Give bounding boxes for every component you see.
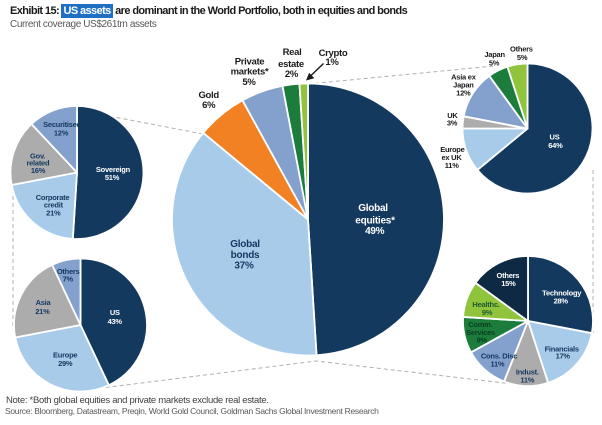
svg-text:21%: 21% (35, 307, 50, 316)
svg-text:Global: Global (358, 203, 388, 214)
svg-text:64%: 64% (548, 141, 563, 150)
svg-text:Cons. Disc: Cons. Disc (481, 351, 517, 360)
svg-text:Asia: Asia (36, 298, 52, 307)
svg-text:Gold: Gold (198, 90, 219, 101)
svg-text:11%: 11% (490, 359, 504, 368)
svg-text:Technology: Technology (542, 289, 582, 298)
svg-text:Private: Private (235, 57, 265, 68)
svg-text:15%: 15% (501, 279, 516, 288)
svg-text:ex UK: ex UK (441, 153, 462, 162)
svg-text:Securitised: Securitised (43, 120, 81, 129)
svg-text:Financials: Financials (545, 345, 579, 354)
svg-text:11%: 11% (445, 161, 459, 170)
svg-text:Sovereign: Sovereign (96, 165, 131, 174)
svg-text:12%: 12% (456, 89, 471, 98)
svg-text:1%: 1% (325, 57, 339, 68)
svg-text:Europe: Europe (53, 351, 77, 360)
svg-text:Japan: Japan (453, 81, 474, 90)
svg-text:Gov.: Gov. (30, 151, 45, 160)
svg-text:2%: 2% (285, 69, 299, 80)
svg-text:9%: 9% (477, 336, 488, 345)
svg-text:16%: 16% (31, 166, 46, 175)
svg-text:Indust.: Indust. (516, 368, 539, 377)
svg-text:estate: estate (278, 59, 304, 70)
svg-text:5%: 5% (489, 59, 500, 68)
svg-text:9%: 9% (482, 308, 493, 317)
svg-text:5%: 5% (517, 53, 528, 62)
svg-text:12%: 12% (54, 129, 69, 138)
svg-text:43%: 43% (108, 317, 123, 326)
svg-text:Comm.: Comm. (468, 320, 492, 329)
svg-text:7%: 7% (63, 275, 74, 284)
svg-text:37%: 37% (234, 261, 254, 272)
svg-text:equities*: equities* (355, 216, 395, 227)
svg-text:3%: 3% (447, 119, 458, 128)
svg-text:related: related (26, 158, 50, 167)
svg-text:Others: Others (57, 267, 80, 276)
svg-text:Europe: Europe (440, 145, 464, 154)
svg-text:credit: credit (44, 201, 64, 210)
svg-text:US: US (550, 133, 560, 142)
svg-text:11%: 11% (520, 375, 534, 384)
svg-text:UK: UK (447, 111, 458, 120)
svg-text:Crypto: Crypto (319, 48, 348, 59)
svg-text:Services: Services (466, 328, 495, 337)
svg-text:5%: 5% (242, 77, 256, 88)
svg-text:Real: Real (283, 47, 302, 58)
svg-text:Others: Others (497, 271, 520, 280)
svg-text:US: US (110, 308, 120, 317)
svg-text:51%: 51% (105, 173, 120, 182)
svg-text:Healthc.: Healthc. (472, 300, 499, 309)
svg-text:49%: 49% (365, 226, 385, 237)
svg-text:Corporate: Corporate (36, 193, 70, 202)
svg-text:Japan: Japan (484, 50, 505, 59)
svg-text:17%: 17% (556, 352, 571, 361)
svg-text:21%: 21% (46, 208, 61, 217)
svg-text:Global: Global (230, 239, 260, 250)
svg-text:Asia ex: Asia ex (451, 73, 477, 82)
svg-text:28%: 28% (554, 297, 569, 306)
svg-text:29%: 29% (58, 359, 73, 368)
svg-text:Others: Others (510, 44, 533, 53)
svg-text:bonds: bonds (231, 250, 260, 261)
svg-text:markets*: markets* (231, 66, 269, 77)
svg-text:6%: 6% (202, 100, 216, 111)
